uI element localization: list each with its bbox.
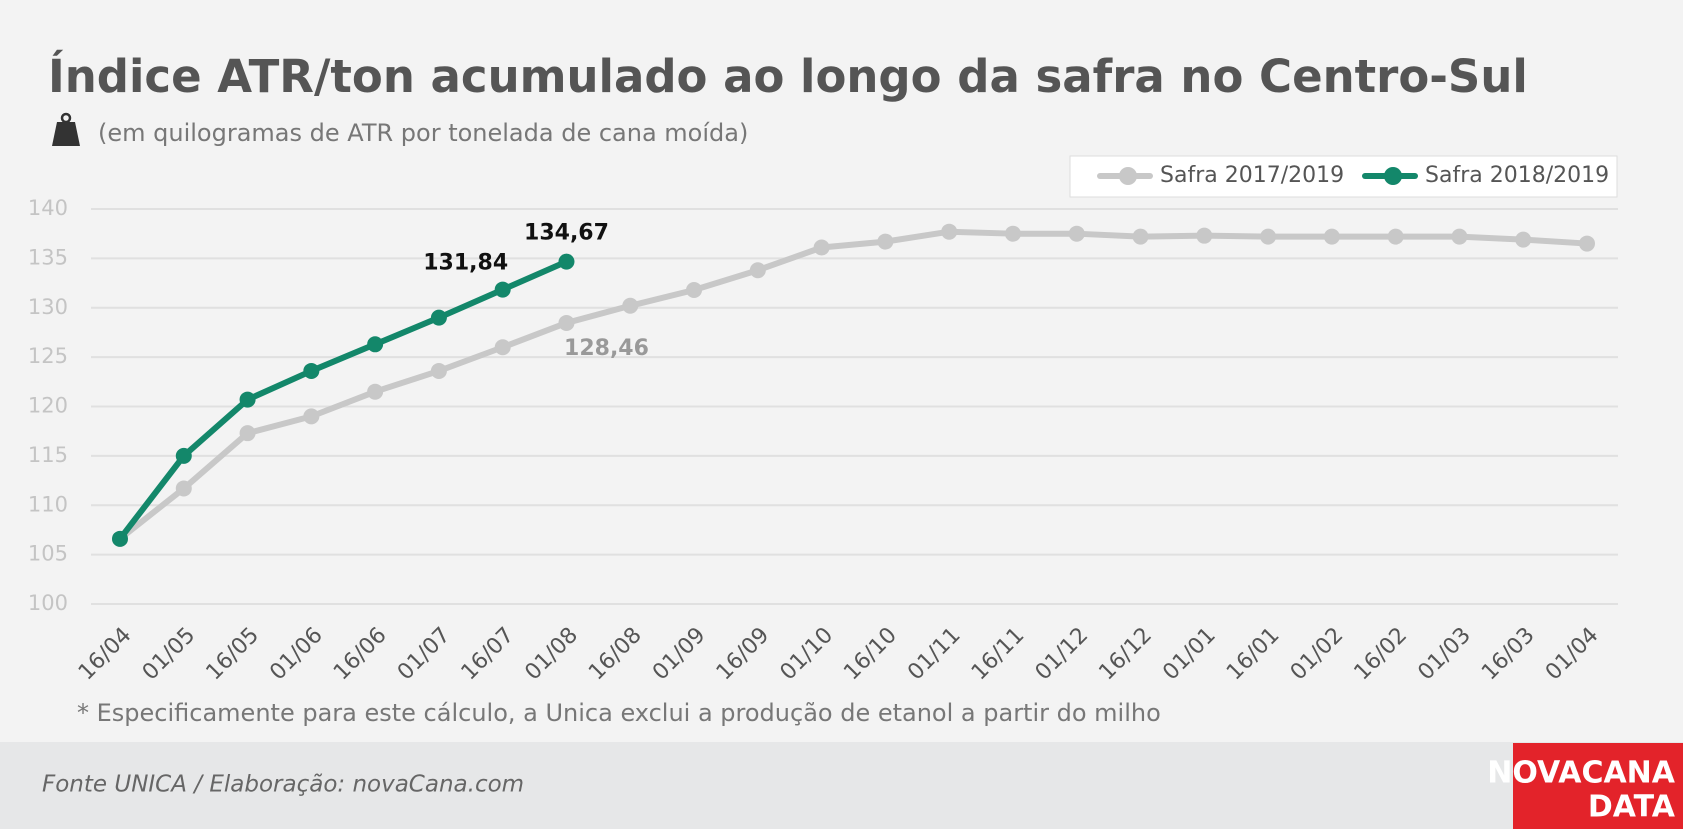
data-point: [239, 425, 256, 442]
data-point: [877, 233, 894, 250]
series-line: [117, 258, 570, 542]
data-point: [686, 281, 703, 298]
data-point: [749, 262, 766, 279]
chart-title: Índice ATR/ton acumulado ao longo da saf…: [48, 50, 1528, 103]
footnote: * Especificamente para este cálculo, a U…: [77, 699, 1161, 727]
weight-icon: [52, 112, 80, 146]
logo-text: DATA: [1588, 790, 1676, 825]
data-point: [494, 339, 511, 356]
logo: [1513, 743, 1683, 829]
data-point: [303, 408, 320, 425]
data-point: [558, 314, 575, 331]
data-point: [813, 239, 830, 256]
y-tick-label: 110: [28, 492, 68, 516]
data-point: [1004, 225, 1021, 242]
data-point: [367, 336, 384, 353]
source: Fonte UNICA / Elaboração: novaCana.com: [42, 772, 524, 798]
y-tick-label: 140: [28, 196, 68, 220]
data-label: 131,84: [423, 251, 508, 276]
data-point: [1132, 228, 1149, 245]
data-point: [1068, 225, 1085, 242]
data-point: [239, 391, 256, 408]
data-point: [941, 223, 958, 240]
data-point: [1579, 235, 1595, 252]
data-label: 134,67: [524, 221, 609, 246]
data-point: [1196, 227, 1213, 244]
data-point: [175, 480, 192, 497]
data-point: [430, 309, 447, 326]
data-point: [622, 297, 639, 314]
legend-box: [1069, 155, 1618, 198]
data-point: [303, 362, 320, 379]
data-point: [1451, 228, 1468, 245]
y-tick-label: 120: [28, 394, 68, 418]
data-point: [367, 383, 384, 400]
data-point: [558, 253, 575, 270]
data-point: [1260, 228, 1277, 245]
y-tick-label: 130: [28, 295, 68, 319]
data-point: [494, 281, 511, 298]
y-tick-label: 125: [28, 344, 68, 368]
logo-text: NOVACANA: [1487, 756, 1676, 791]
footer-band: [0, 742, 1683, 829]
data-point: [1387, 228, 1404, 245]
data-point: [430, 362, 447, 379]
y-tick-label: 135: [28, 245, 68, 269]
y-tick-label: 115: [28, 443, 68, 467]
y-tick-label: 105: [28, 542, 68, 566]
data-point: [1323, 228, 1340, 245]
data-point: [112, 530, 128, 547]
chart-subtitle: (em quilogramas de ATR por tonelada de c…: [98, 119, 748, 147]
legend-swatch: [1384, 167, 1402, 185]
data-label: 128,46: [564, 336, 649, 361]
y-tick-label: 100: [28, 591, 68, 615]
data-point: [175, 447, 192, 464]
legend-label: Safra 2017/2019: [1160, 163, 1344, 188]
legend-swatch: [1119, 167, 1137, 185]
data-point: [1515, 231, 1532, 248]
series-line: [117, 228, 1590, 542]
legend-label: Safra 2018/2019: [1425, 163, 1609, 188]
